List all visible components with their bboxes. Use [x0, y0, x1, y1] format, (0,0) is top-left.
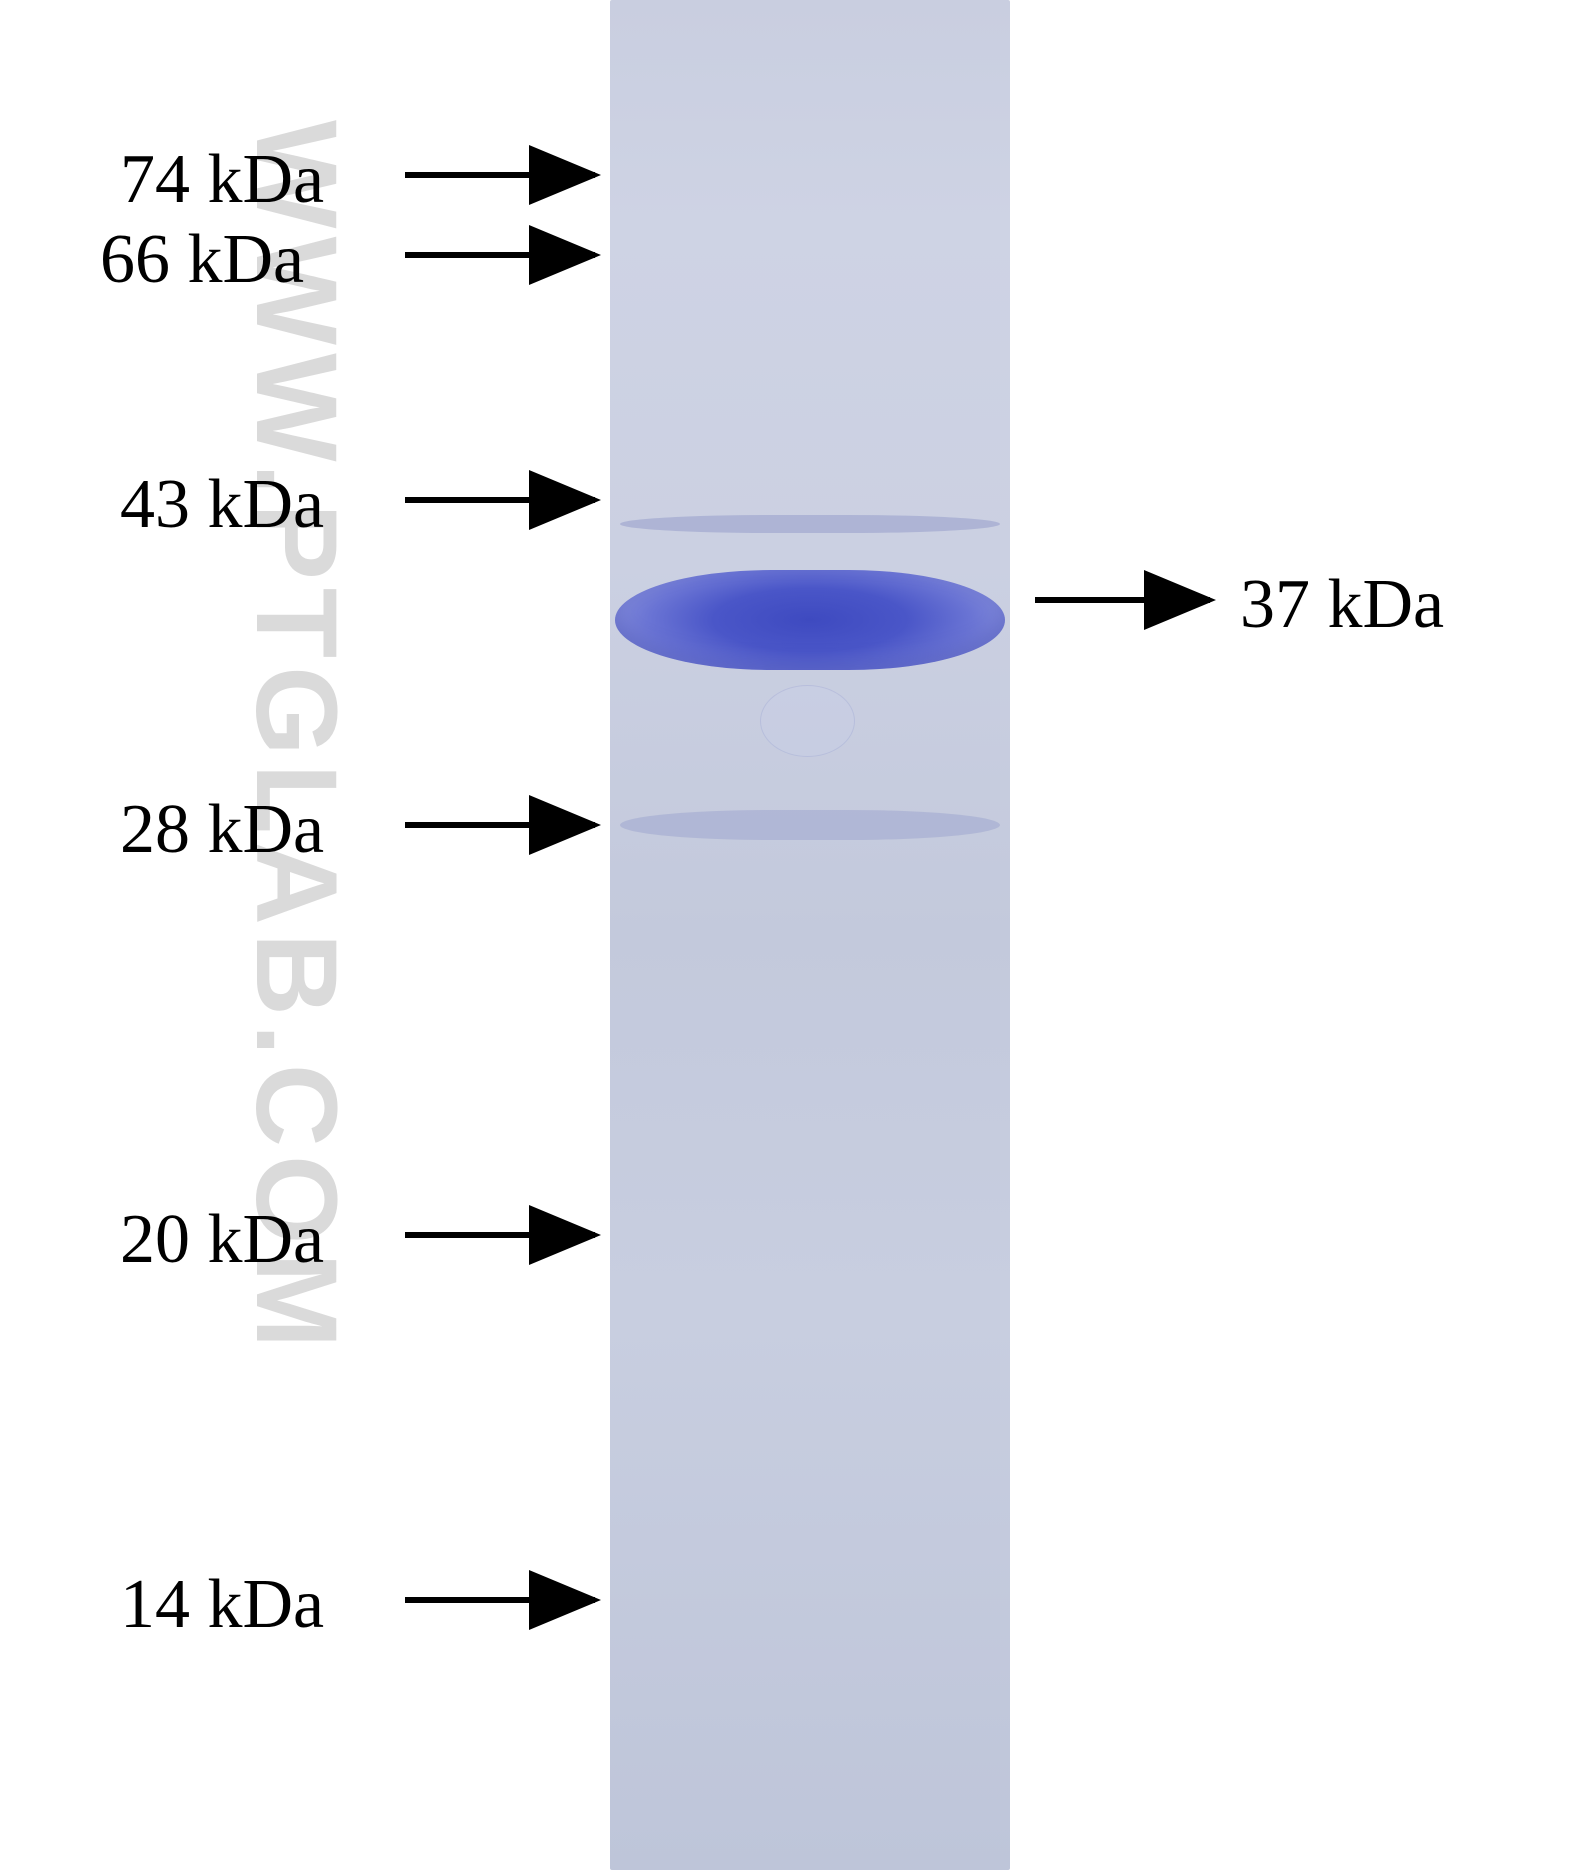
arrows-overlay	[0, 0, 1585, 1870]
gel-image-container: WWW.PTGLAB.COM 74 kDa 66 kDa 43 kDa 28 k…	[0, 0, 1585, 1870]
